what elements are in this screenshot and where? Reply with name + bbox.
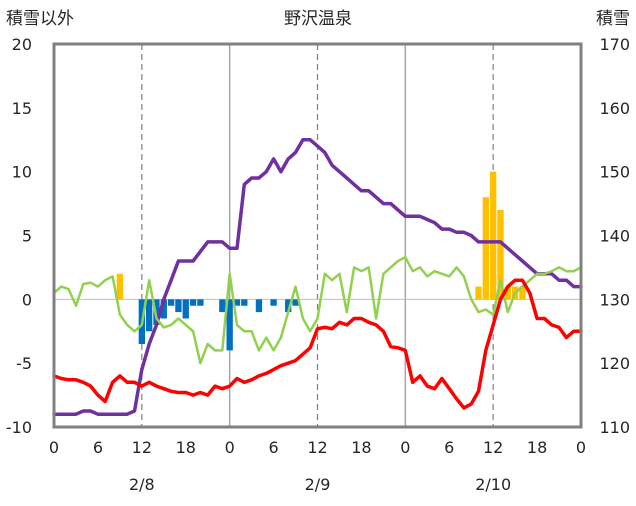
date-label: 2/9 — [305, 475, 331, 494]
bar — [292, 299, 299, 306]
y-right-tick-label: 120 — [599, 354, 630, 373]
y-left-tick-label: 20 — [12, 35, 32, 54]
date-label: 2/8 — [129, 475, 155, 494]
x-tick-label: 6 — [93, 438, 103, 457]
bar — [285, 299, 292, 313]
bar — [116, 273, 124, 300]
bar — [504, 286, 511, 300]
y-left-axis-label: 積雪以外 — [6, 9, 74, 29]
bar-series — [116, 171, 526, 351]
x-tick-label: 0 — [576, 438, 586, 457]
x-tick-label: 18 — [527, 438, 547, 457]
bar — [167, 299, 175, 306]
y-right-tick-label: 150 — [599, 163, 630, 182]
x-tick-label: 6 — [444, 438, 454, 457]
y-right-tick-label: 140 — [599, 227, 630, 246]
x-tick-label: 12 — [307, 438, 327, 457]
date-label: 2/10 — [475, 475, 511, 494]
bar — [241, 299, 248, 306]
bar — [255, 299, 263, 313]
x-tick-label: 0 — [225, 438, 235, 457]
y-right-tick-label: 110 — [599, 418, 630, 437]
y-left-tick-label: -10 — [6, 418, 32, 437]
x-tick-label: 12 — [483, 438, 503, 457]
y-left-tick-label: -5 — [16, 354, 32, 373]
y-left-tick-label: 10 — [12, 163, 32, 182]
series-line — [52, 255, 583, 365]
y-right-tick-label: 160 — [599, 99, 630, 118]
bar — [233, 299, 241, 306]
bar — [160, 299, 167, 319]
y-right-tick-label: 170 — [599, 35, 630, 54]
bar — [490, 171, 497, 300]
chart-title: 野沢温泉 — [284, 9, 352, 29]
line-series — [52, 138, 583, 416]
bar — [197, 299, 204, 306]
bar — [175, 299, 182, 313]
bar — [226, 299, 233, 351]
x-tick-label: 0 — [49, 438, 59, 457]
bar — [497, 209, 504, 300]
bar — [182, 299, 189, 319]
y-left-tick-label: 5 — [22, 227, 32, 246]
bar — [219, 299, 226, 313]
x-tick-label: 12 — [132, 438, 152, 457]
bar — [189, 299, 197, 306]
bar — [270, 299, 277, 306]
x-tick-label: 18 — [351, 438, 371, 457]
y-right-tick-label: 130 — [599, 290, 630, 309]
bar — [145, 299, 153, 332]
y-right-axis-label: 積雪 — [596, 9, 630, 29]
y-left-tick-label: 15 — [12, 99, 32, 118]
y-left-tick-label: 0 — [22, 290, 32, 309]
bar — [482, 197, 490, 300]
plot-frame — [52, 42, 583, 429]
x-tick-label: 0 — [400, 438, 410, 457]
bar — [519, 286, 526, 300]
series-line — [52, 138, 583, 416]
x-tick-label: 18 — [176, 438, 196, 457]
series-line — [52, 278, 583, 410]
x-tick-label: 6 — [268, 438, 278, 457]
bar — [475, 286, 482, 300]
